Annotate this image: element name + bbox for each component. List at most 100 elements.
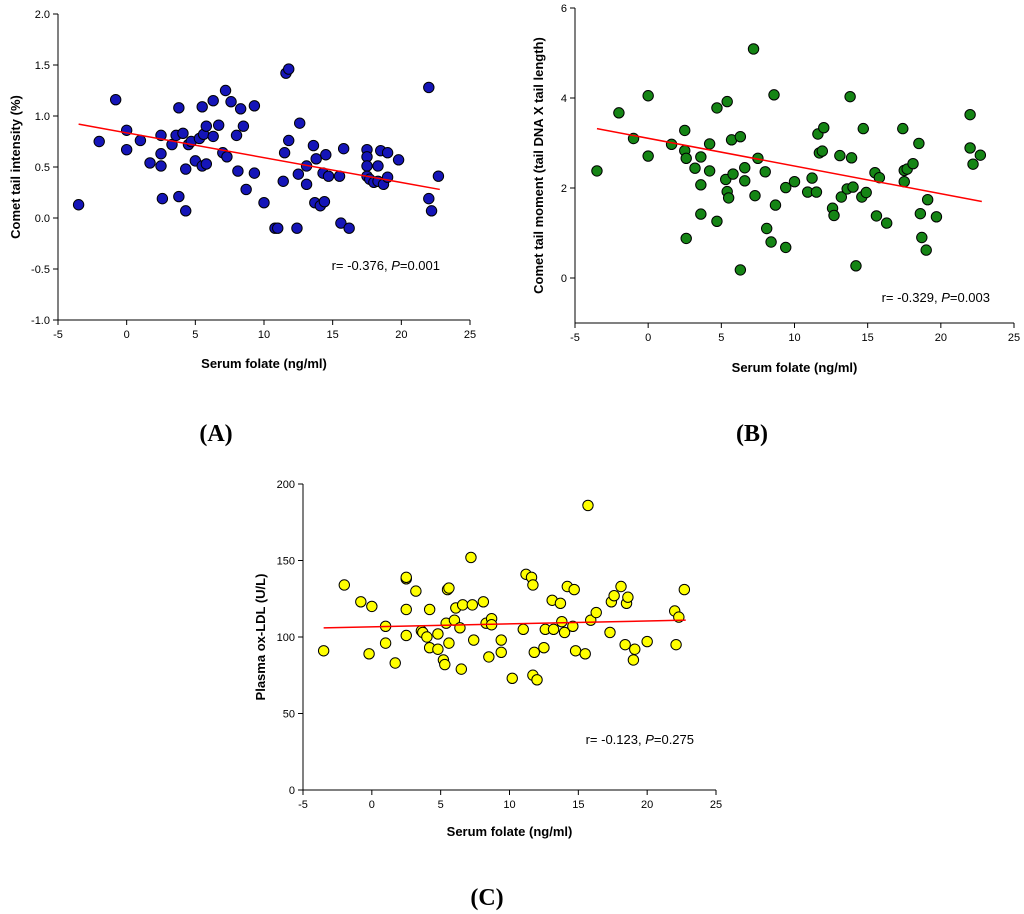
y-tick-label: 50: [283, 709, 295, 721]
data-point: [294, 117, 306, 129]
data-point: [443, 582, 455, 594]
data-point: [258, 197, 270, 209]
data-point: [465, 551, 477, 564]
data-point: [734, 264, 747, 276]
data-point: [468, 634, 480, 646]
data-point: [240, 183, 252, 196]
y-axis-title: Comet tail moment (tail DNA X tail lengt…: [531, 37, 546, 294]
data-point: [547, 623, 560, 636]
data-point: [300, 178, 313, 191]
data-point: [913, 137, 925, 150]
data-point: [466, 599, 479, 611]
data-point: [322, 170, 335, 182]
data-point: [207, 130, 219, 143]
y-axis-title: Plasma ox-LDL (U/L): [253, 574, 268, 701]
data-point: [432, 170, 445, 182]
data-point: [363, 648, 375, 660]
data-point: [721, 95, 733, 108]
y-tick-label: 1.0: [35, 111, 50, 123]
data-point: [283, 63, 295, 75]
data-point: [608, 589, 620, 602]
p-label-text: P: [941, 290, 950, 305]
data-point: [495, 646, 507, 658]
p-label-text: P: [645, 732, 654, 747]
data-point: [678, 583, 691, 596]
data-point: [739, 175, 751, 187]
x-tick-label: -5: [53, 329, 63, 341]
y-tick-label: 1.5: [35, 60, 50, 72]
data-point: [619, 638, 631, 651]
data-point: [558, 626, 571, 639]
data-point: [307, 139, 320, 152]
data-point: [920, 244, 932, 256]
correlation-annotation: r= -0.123, P=0.275: [586, 732, 694, 747]
x-axis-title: Serum folate (ng/ml): [447, 824, 573, 839]
data-point: [556, 616, 568, 628]
data-point: [967, 158, 979, 170]
data-point: [400, 571, 412, 584]
data-point: [921, 194, 934, 206]
x-tick-label: 10: [788, 332, 800, 344]
panel-label: (C): [470, 885, 503, 911]
data-point: [554, 597, 567, 610]
data-point: [421, 631, 433, 643]
data-point: [495, 634, 507, 646]
data-point: [381, 147, 394, 159]
data-point: [109, 93, 122, 106]
data-point: [769, 199, 782, 211]
x-tick-label: 20: [641, 799, 653, 811]
data-point: [155, 160, 167, 172]
data-point: [613, 107, 625, 119]
x-axis-title: Serum folate (ng/ml): [732, 360, 858, 375]
data-point: [379, 637, 392, 649]
data-point: [964, 108, 976, 121]
data-point: [749, 189, 761, 202]
data-point: [974, 149, 987, 161]
y-tick-label: 150: [277, 556, 295, 568]
data-point: [680, 232, 692, 245]
data-point: [155, 148, 167, 160]
data-point: [642, 90, 654, 102]
data-point: [343, 222, 355, 234]
regression-line: [78, 123, 440, 191]
data-point: [629, 643, 641, 655]
y-tick-label: -1.0: [31, 315, 50, 327]
data-point: [225, 96, 237, 108]
y-tick-label: 200: [277, 479, 295, 491]
x-tick-label: 25: [464, 329, 476, 341]
x-tick-label: 10: [503, 799, 515, 811]
data-point: [207, 95, 219, 107]
data-point: [337, 142, 350, 155]
y-tick-label: 0: [561, 273, 567, 285]
data-point: [317, 645, 330, 657]
data-point: [818, 122, 830, 134]
data-point: [506, 672, 518, 685]
data-point: [665, 138, 678, 151]
data-point: [180, 205, 192, 217]
data-point: [569, 645, 582, 657]
data-point: [880, 217, 893, 229]
y-tick-label: 0.5: [35, 162, 50, 174]
panel-label: (A): [199, 421, 232, 447]
y-tick-label: 6: [561, 3, 567, 15]
data-point: [134, 134, 147, 147]
data-point: [248, 167, 261, 179]
data-point: [590, 606, 602, 619]
data-point: [93, 135, 105, 148]
data-point: [579, 648, 591, 660]
data-point: [739, 162, 751, 174]
panel-b: -5 0 5 10 15 20 25 0 2 4 6 Serum folate (ng/ml) Come…: [531, 3, 1020, 447]
data-point: [759, 166, 771, 178]
data-point: [670, 638, 682, 651]
correlation-annotation: r= -0.329, P=0.003: [882, 290, 990, 305]
data-point: [410, 585, 422, 597]
data-point: [355, 596, 367, 608]
data-point: [845, 152, 858, 164]
r-value-text: r= -0.329,: [882, 290, 942, 305]
y-axis-title: Comet tail intensity (%): [8, 95, 23, 239]
data-point: [834, 149, 846, 162]
data-point: [423, 603, 436, 616]
data-point: [432, 643, 444, 655]
regression-line: [596, 127, 982, 203]
